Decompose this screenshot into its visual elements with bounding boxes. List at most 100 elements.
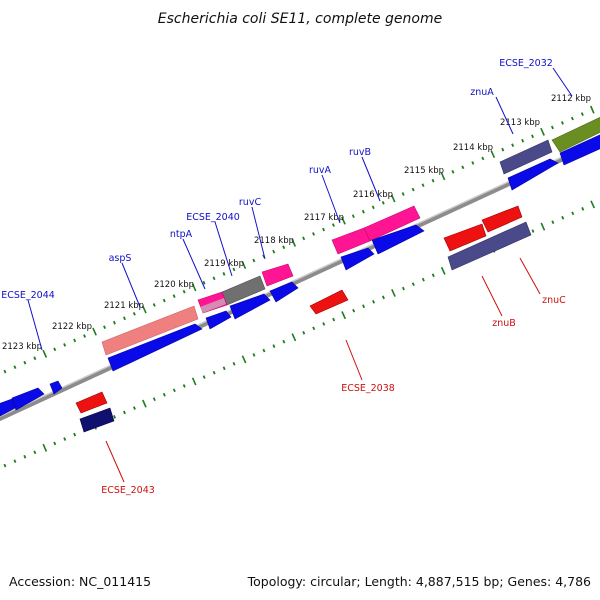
scale-tick <box>341 216 346 225</box>
feature-znuA-block[interactable] <box>499 139 553 175</box>
feature-ruvC[interactable] <box>261 263 294 287</box>
gene-label-ruvB[interactable]: ruvB <box>349 147 371 158</box>
feature-ruvA[interactable] <box>331 227 371 255</box>
scale-tick <box>421 277 425 282</box>
scale-tick <box>13 459 17 463</box>
scale-tick <box>112 320 116 325</box>
scale-tick <box>381 201 385 205</box>
scale-tick <box>162 392 166 397</box>
scale-tick <box>561 215 565 220</box>
feature-aspS[interactable] <box>101 305 199 356</box>
scale-tick <box>33 356 37 361</box>
leader-ruvB <box>361 156 381 202</box>
scale-tick <box>3 463 7 468</box>
gene-label-znuB[interactable]: znuB <box>492 318 516 329</box>
cds-forward-1[interactable] <box>559 133 600 166</box>
gene-label-ECSE_2032[interactable]: ECSE_2032 <box>499 58 553 69</box>
scale-label-2112: 2112 kbp <box>551 94 591 104</box>
scale-tick <box>451 169 455 174</box>
scale-tick <box>132 406 136 410</box>
scale-tick <box>13 365 17 369</box>
scale-tick <box>113 415 117 419</box>
scale-tick <box>83 334 87 338</box>
leader-znuA <box>495 96 514 135</box>
gene-label-aspS[interactable]: aspS <box>109 253 132 264</box>
cds-forward-4[interactable] <box>340 247 375 271</box>
gene-label-ECSE_2040[interactable]: ECSE_2040 <box>186 212 240 223</box>
leader-ECSE_2043 <box>105 440 125 483</box>
scale-tick <box>53 441 57 446</box>
scale-tick <box>182 384 186 388</box>
scale-label-2114: 2114 kbp <box>453 143 493 153</box>
scale-tick <box>581 207 585 211</box>
reverse-scale-dots <box>3 200 596 468</box>
cds-forward-5[interactable] <box>269 281 299 303</box>
cds-forward-7[interactable] <box>205 310 232 330</box>
scale-tick <box>531 229 535 233</box>
gene-label-ntpA[interactable]: ntpA <box>170 229 193 240</box>
leader-ECSE_2038 <box>345 339 363 381</box>
scale-tick <box>551 220 555 224</box>
leader-znuC <box>519 257 541 295</box>
gene-label-znuA[interactable]: znuA <box>470 87 494 98</box>
leader-ECSE_2040 <box>214 221 233 277</box>
scale-tick <box>312 232 316 236</box>
scale-tick <box>103 325 107 329</box>
accession-text: Accession: NC_011415 <box>9 574 151 589</box>
scale-tick <box>23 454 27 459</box>
scale-tick <box>322 227 326 232</box>
scale-label-2123: 2123 kbp <box>2 342 42 352</box>
gene-label-ECSE_2043[interactable]: ECSE_2043 <box>101 485 155 496</box>
feature-ECSE_2043[interactable] <box>79 407 115 433</box>
scale-tick <box>421 183 425 187</box>
scale-tick <box>141 305 147 314</box>
feature-znuB-block[interactable] <box>447 221 532 271</box>
scale-tick <box>440 172 446 181</box>
cds-forward-3[interactable] <box>371 224 425 255</box>
reverse-leader-lines <box>105 257 541 483</box>
scale-label-2121: 2121 kbp <box>104 301 144 311</box>
scale-tick <box>23 360 27 365</box>
gene-label-ruvA[interactable]: ruvA <box>309 165 332 176</box>
genome-backbone <box>0 138 600 422</box>
cds-forward-8[interactable] <box>107 323 203 372</box>
feature-ntpA-misc[interactable] <box>200 298 226 313</box>
scale-tick <box>63 437 67 441</box>
gene-label-ruvC[interactable]: ruvC <box>239 197 262 208</box>
cds-forward-9[interactable] <box>11 387 45 411</box>
cds-forward-11[interactable] <box>49 380 63 395</box>
scale-tick <box>371 205 375 210</box>
scale-tick <box>571 211 575 216</box>
cds-forward-2[interactable] <box>507 158 559 191</box>
scale-tick <box>202 280 206 285</box>
scale-tick <box>351 214 355 219</box>
scale-tick <box>33 450 37 455</box>
cds-forward-6[interactable] <box>229 293 271 320</box>
scale-tick <box>461 165 465 170</box>
scale-tick <box>440 266 446 275</box>
feature-znuC[interactable] <box>481 205 523 233</box>
gene-label-znuC[interactable]: znuC <box>542 295 566 306</box>
scale-tick <box>331 223 335 227</box>
feature-ECSE_2043-red[interactable] <box>75 391 108 414</box>
feature-ECSE_2038[interactable] <box>309 289 349 315</box>
gene-label-ECSE_2044[interactable]: ECSE_2044 <box>1 290 55 301</box>
forward-features <box>0 115 600 417</box>
scale-tick <box>590 200 596 209</box>
scale-tick <box>361 209 365 214</box>
scale-tick <box>152 397 156 402</box>
scale-tick <box>272 344 276 348</box>
gene-label-ECSE_2038[interactable]: ECSE_2038 <box>341 383 395 394</box>
feature-ECSE_2032[interactable] <box>551 115 600 153</box>
cds-forward-10[interactable] <box>0 398 16 417</box>
scale-tick <box>53 347 57 352</box>
scale-tick <box>142 399 147 408</box>
scale-tick <box>381 295 385 300</box>
scale-tick <box>401 192 405 196</box>
scale-tick <box>241 261 247 270</box>
forward-gene-labels: ECSE_2032 znuA ruvB ruvA ruvC ECSE_2040 … <box>1 58 553 301</box>
scale-tick <box>411 187 415 192</box>
scale-label-2118: 2118 kbp <box>254 236 294 246</box>
feature-znuB[interactable] <box>443 223 487 252</box>
scale-tick <box>481 156 485 161</box>
